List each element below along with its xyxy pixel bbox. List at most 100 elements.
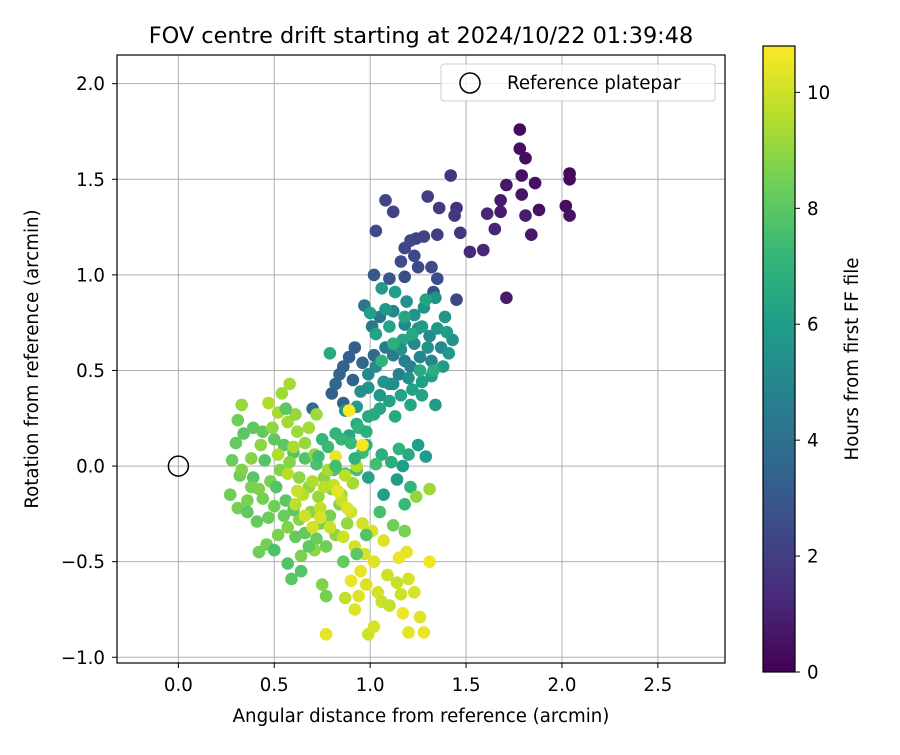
data-point [241, 505, 254, 519]
data-point [390, 576, 404, 589]
data-point [513, 123, 527, 136]
data-point [362, 471, 375, 484]
data-point [231, 501, 245, 515]
data-point [262, 396, 275, 410]
data-point [429, 398, 442, 412]
data-point [269, 480, 283, 494]
data-point [404, 398, 417, 412]
data-point [360, 425, 373, 439]
data-point [409, 490, 423, 504]
data-point [325, 387, 339, 400]
colorbar-label: Hours from first FF file [842, 258, 863, 461]
data-point [271, 528, 285, 542]
data-point [354, 385, 367, 398]
data-point [302, 540, 316, 553]
x-axis-label: Angular distance from reference (arcmin) [233, 706, 610, 727]
data-point [417, 626, 431, 639]
data-point [373, 505, 387, 519]
data-point [235, 398, 248, 412]
data-point [477, 243, 490, 257]
data-point [431, 322, 444, 335]
data-point [440, 325, 454, 339]
data-point [294, 564, 308, 578]
data-point [402, 572, 415, 586]
data-point [369, 327, 383, 341]
data-point [375, 282, 389, 295]
data-point [340, 517, 354, 530]
data-point [289, 498, 302, 511]
data-point [268, 499, 281, 513]
data-point [494, 194, 507, 207]
data-point [379, 303, 392, 316]
y-tick-label: −0.5 [61, 552, 105, 573]
data-point [386, 377, 400, 391]
data-point [528, 176, 542, 190]
data-point [400, 295, 413, 308]
data-point [306, 475, 319, 488]
data-point [386, 205, 400, 219]
data-point [333, 368, 346, 381]
data-point [344, 436, 358, 450]
data-point [394, 389, 408, 402]
data-point [383, 394, 396, 408]
data-point [283, 377, 296, 391]
data-point [394, 255, 408, 268]
data-point [413, 350, 427, 364]
data-point [369, 457, 383, 471]
data-point [281, 467, 295, 481]
data-point [500, 178, 513, 192]
x-tick-label: 1.5 [452, 675, 481, 696]
data-point [337, 530, 350, 544]
data-point [344, 574, 358, 588]
data-point [411, 438, 425, 452]
data-point [371, 586, 385, 599]
data-point [375, 354, 389, 368]
data-point [289, 408, 302, 421]
data-point [254, 438, 268, 452]
data-point [360, 578, 373, 591]
data-point [438, 310, 452, 324]
data-point [291, 484, 304, 498]
data-point [237, 427, 250, 440]
colorbar-tick-label: 0 [807, 663, 819, 684]
data-point [362, 368, 375, 381]
data-point [287, 440, 300, 454]
data-point [268, 433, 281, 446]
data-point [331, 484, 344, 498]
data-point [275, 387, 289, 400]
legend-label-reference-platepar: Reference platepar [507, 73, 681, 94]
data-point [425, 260, 438, 274]
data-point [411, 260, 425, 274]
data-point [319, 540, 333, 553]
data-point [413, 364, 427, 377]
data-point [396, 333, 410, 347]
data-point [337, 555, 350, 568]
data-point [559, 199, 573, 213]
data-point [314, 501, 327, 515]
data-points [223, 123, 576, 641]
data-point [346, 373, 360, 387]
data-point [310, 408, 323, 421]
data-point [432, 201, 446, 215]
data-point [354, 564, 367, 578]
data-point [431, 228, 444, 241]
data-point [515, 169, 528, 182]
data-point [291, 425, 304, 439]
data-point [266, 421, 279, 435]
colorbar-gradient [762, 45, 796, 673]
legend-marker-reference-platepar [459, 72, 481, 94]
data-point [225, 454, 239, 467]
data-point [252, 545, 266, 559]
data-point [348, 341, 362, 354]
data-point [279, 402, 293, 416]
colorbar-tick-label: 6 [807, 315, 819, 336]
data-point [258, 454, 272, 467]
data-point [231, 413, 245, 427]
data-point [563, 173, 576, 186]
data-point [367, 408, 381, 421]
data-point [379, 194, 392, 207]
y-tick-label: 0.0 [76, 457, 105, 478]
data-point [306, 521, 319, 534]
